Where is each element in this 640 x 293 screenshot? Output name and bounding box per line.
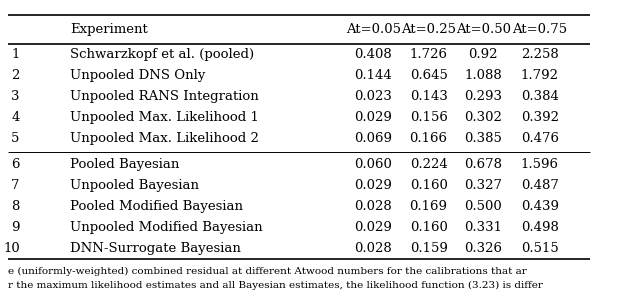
Text: 0.023: 0.023	[355, 90, 392, 103]
Text: 0.515: 0.515	[521, 242, 559, 255]
Text: 1.726: 1.726	[410, 48, 447, 61]
Text: e (uniformly-weighted) combined residual at different Atwood numbers for the cal: e (uniformly-weighted) combined residual…	[8, 266, 527, 276]
Text: 0.143: 0.143	[410, 90, 447, 103]
Text: 0.028: 0.028	[355, 200, 392, 213]
Text: 0.028: 0.028	[355, 242, 392, 255]
Text: At=0.75: At=0.75	[512, 23, 567, 36]
Text: 2.258: 2.258	[521, 48, 559, 61]
Text: 0.144: 0.144	[355, 69, 392, 82]
Text: 0.385: 0.385	[464, 132, 502, 145]
Text: 6: 6	[11, 158, 20, 171]
Text: 5: 5	[12, 132, 20, 145]
Text: At=0.50: At=0.50	[456, 23, 511, 36]
Text: 0.487: 0.487	[521, 179, 559, 192]
Text: 0.439: 0.439	[521, 200, 559, 213]
Text: Unpooled Bayesian: Unpooled Bayesian	[70, 179, 199, 192]
Text: 0.678: 0.678	[464, 158, 502, 171]
Text: 0.169: 0.169	[410, 200, 447, 213]
Text: Schwarzkopf et al. (pooled): Schwarzkopf et al. (pooled)	[70, 48, 254, 61]
Text: r the maximum likelihood estimates and all Bayesian estimates, the likelihood fu: r the maximum likelihood estimates and a…	[8, 281, 543, 290]
Text: 0.060: 0.060	[355, 158, 392, 171]
Text: 1.792: 1.792	[521, 69, 559, 82]
Text: 0.476: 0.476	[521, 132, 559, 145]
Text: 2: 2	[12, 69, 20, 82]
Text: 0.500: 0.500	[465, 200, 502, 213]
Text: Unpooled Max. Likelihood 1: Unpooled Max. Likelihood 1	[70, 111, 259, 124]
Text: 0.392: 0.392	[521, 111, 559, 124]
Text: 0.408: 0.408	[355, 48, 392, 61]
Text: 0.029: 0.029	[355, 179, 392, 192]
Text: Unpooled RANS Integration: Unpooled RANS Integration	[70, 90, 259, 103]
Text: 0.166: 0.166	[410, 132, 447, 145]
Text: 8: 8	[12, 200, 20, 213]
Text: 0.160: 0.160	[410, 179, 447, 192]
Text: 1.596: 1.596	[521, 158, 559, 171]
Text: 9: 9	[11, 221, 20, 234]
Text: 0.327: 0.327	[464, 179, 502, 192]
Text: 0.302: 0.302	[464, 111, 502, 124]
Text: Unpooled Modified Bayesian: Unpooled Modified Bayesian	[70, 221, 263, 234]
Text: 0.645: 0.645	[410, 69, 447, 82]
Text: 3: 3	[11, 90, 20, 103]
Text: 7: 7	[11, 179, 20, 192]
Text: 1: 1	[12, 48, 20, 61]
Text: Pooled Modified Bayesian: Pooled Modified Bayesian	[70, 200, 243, 213]
Text: 1.088: 1.088	[465, 69, 502, 82]
Text: Pooled Bayesian: Pooled Bayesian	[70, 158, 180, 171]
Text: 0.224: 0.224	[410, 158, 447, 171]
Text: 0.92: 0.92	[468, 48, 498, 61]
Text: At=0.05: At=0.05	[346, 23, 401, 36]
Text: Experiment: Experiment	[70, 23, 148, 36]
Text: 0.331: 0.331	[464, 221, 502, 234]
Text: 0.156: 0.156	[410, 111, 447, 124]
Text: 0.498: 0.498	[521, 221, 559, 234]
Text: 0.384: 0.384	[521, 90, 559, 103]
Text: At=0.25: At=0.25	[401, 23, 456, 36]
Text: 0.326: 0.326	[464, 242, 502, 255]
Text: Unpooled DNS Only: Unpooled DNS Only	[70, 69, 205, 82]
Text: 10: 10	[3, 242, 20, 255]
Text: 0.293: 0.293	[464, 90, 502, 103]
Text: DNN-Surrogate Bayesian: DNN-Surrogate Bayesian	[70, 242, 241, 255]
Text: 0.160: 0.160	[410, 221, 447, 234]
Text: Unpooled Max. Likelihood 2: Unpooled Max. Likelihood 2	[70, 132, 259, 145]
Text: 0.159: 0.159	[410, 242, 447, 255]
Text: 0.029: 0.029	[355, 221, 392, 234]
Text: 0.029: 0.029	[355, 111, 392, 124]
Text: 0.069: 0.069	[355, 132, 392, 145]
Text: 4: 4	[12, 111, 20, 124]
